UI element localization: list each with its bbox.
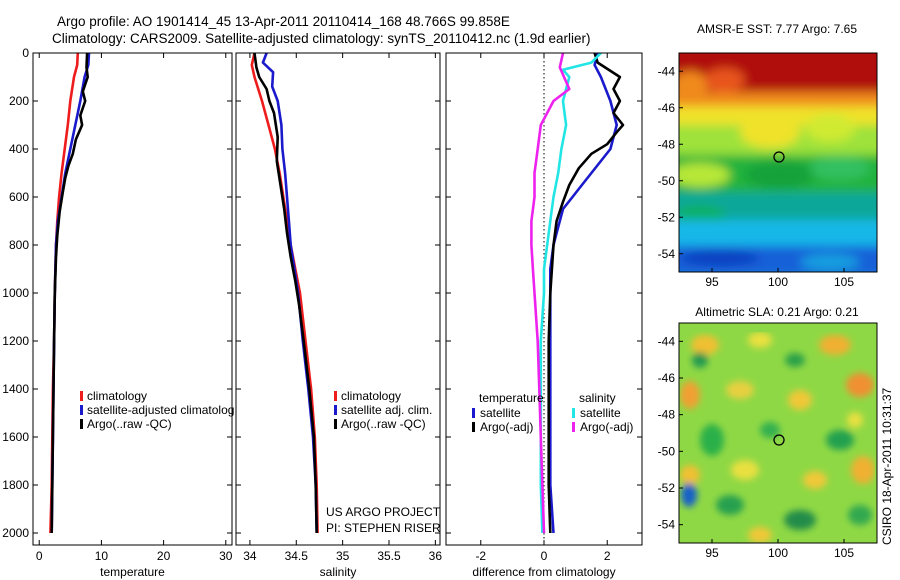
x-tick-label: 35.5 <box>377 549 401 563</box>
map-x-tick-label: 105 <box>834 275 854 289</box>
series-line-satellite-adj-clim- <box>261 52 318 534</box>
legend-swatch <box>334 405 337 415</box>
timestamp: CSIRO 18-Apr-2011 10:31:37 <box>880 387 894 545</box>
x-tick-label: 0 <box>541 549 548 563</box>
temperature-profile-panel: 0 10 20 30 0 200 400 600 800 1000 1200 1400 1600 1800… <box>2 46 234 579</box>
legend-label: climatology <box>87 389 147 403</box>
legend-swatch <box>572 422 575 432</box>
y-tick-label: 2000 <box>2 526 29 540</box>
map-x-tick-label: 105 <box>834 546 854 560</box>
legend-swatch <box>80 419 83 429</box>
y-tick-label: 600 <box>9 190 29 204</box>
legend-label: climatology <box>341 389 401 403</box>
sst-map <box>679 53 877 272</box>
x-tick-label: 34.5 <box>285 549 309 563</box>
x-tick-label: 20 <box>157 549 171 563</box>
legend-swatch <box>80 405 83 415</box>
series-line-salinity-satellite <box>539 52 602 534</box>
map-x-tick-label: 95 <box>705 546 719 560</box>
sla-map-title: Altimetric SLA: 0.21 Argo: 0.21 <box>695 305 859 319</box>
sst-map-title: AMSR-E SST: 7.77 Argo: 7.65 <box>697 22 857 36</box>
legend-swatch <box>334 419 337 429</box>
legend-label: Argo(-adj) <box>480 420 533 434</box>
map-y-tick-label: -46 <box>658 371 676 385</box>
y-tick-label: 1800 <box>2 478 29 492</box>
legend-swatch <box>572 408 575 418</box>
argo-location-marker <box>773 151 785 163</box>
map-y-tick-label: -48 <box>658 137 676 151</box>
x-tick-label: 34 <box>243 549 257 563</box>
map-y-tick-label: -52 <box>658 481 676 495</box>
map-y-tick-label: -50 <box>658 444 676 458</box>
plot-frame <box>32 52 233 546</box>
series-line-satellite-adjusted-climatolog <box>50 52 91 534</box>
series-line-temperature-satellite <box>548 52 619 534</box>
map-y-tick-label: -54 <box>658 518 676 532</box>
x-axis-label: difference from climatology <box>472 565 615 579</box>
legend-label: satellite <box>580 406 621 420</box>
legend-swatch <box>472 422 475 432</box>
x-tick-label: 2 <box>604 549 611 563</box>
project-credit: US ARGO PROJECT <box>326 505 441 519</box>
salinity-profile-panel: 34 34.5 35 35.5 36 salinity climatologysatelli… <box>235 52 443 579</box>
legend-swatch <box>472 408 475 418</box>
y-tick-label: 400 <box>9 142 29 156</box>
x-tick-label: 0 <box>36 549 43 563</box>
sla-map <box>679 323 877 543</box>
map-y-tick-label: -48 <box>658 408 676 422</box>
pi-credit: PI: STEPHEN RISER <box>326 521 441 535</box>
map-x-tick-label: 100 <box>768 546 788 560</box>
sst-map-axes: 95 100 105 -44 -46 -48 -50 -52 -54 <box>658 52 878 289</box>
series-line-climatology <box>250 52 319 534</box>
y-tick-label: 1600 <box>2 430 29 444</box>
argo-location-marker-sla <box>773 434 785 446</box>
map-y-tick-label: -50 <box>658 174 676 188</box>
x-tick-label: 35 <box>336 549 350 563</box>
y-tick-label: 1200 <box>2 334 29 348</box>
map-y-tick-label: -52 <box>658 210 676 224</box>
sla-map-axes: 95 100 105 -44 -46 -48 -50 -52 -54 <box>658 322 878 560</box>
legend-label: Argo(..raw -QC) <box>87 417 172 431</box>
map-y-tick-label: -46 <box>658 101 676 115</box>
y-tick-label: 1000 <box>2 286 29 300</box>
figure-title-line1: Argo profile: AO 1901414_45 13-Apr-2011 … <box>57 14 510 29</box>
map-y-tick-label: -44 <box>658 334 676 348</box>
x-axis-label: temperature <box>100 565 165 579</box>
map-x-tick-label: 95 <box>705 275 719 289</box>
x-tick-label: 36 <box>429 549 443 563</box>
y-tick-label: 0 <box>22 46 29 60</box>
series-line-argo-raw-qc- <box>253 52 318 534</box>
series-line-salinity-argo-adj- <box>530 52 571 534</box>
legend-swatch <box>334 391 337 401</box>
legend-label: satellite-adjusted climatolog <box>87 403 234 417</box>
legend-label: Argo(-adj) <box>580 420 633 434</box>
legend-label: satellite <box>480 406 521 420</box>
series-line-argo-raw-qc- <box>50 52 89 534</box>
map-y-tick-label: -54 <box>658 247 676 261</box>
difference-profile-panel: -2 0 2 difference from climatology temperatu… <box>445 52 643 579</box>
legend-label: satellite adj. clim. <box>341 403 432 417</box>
legend-swatch <box>80 391 83 401</box>
x-tick-label: -2 <box>475 549 486 563</box>
x-tick-label: 30 <box>219 549 233 563</box>
legend-group-title: salinity <box>579 391 616 405</box>
map-y-tick-label: -44 <box>658 64 676 78</box>
y-tick-label: 800 <box>9 238 29 252</box>
map-x-tick-label: 100 <box>768 275 788 289</box>
legend-label: Argo(..raw -QC) <box>341 417 426 431</box>
series-line-temperature-argo-adj- <box>547 52 625 534</box>
x-axis-label: salinity <box>320 565 357 579</box>
legend-group-title: temperature <box>479 391 544 405</box>
y-tick-label: 200 <box>9 94 29 108</box>
figure-title-line2: Climatology: CARS2009. Satellite-adjuste… <box>52 31 591 46</box>
plot-frame <box>235 52 441 546</box>
x-tick-label: 10 <box>95 549 109 563</box>
y-tick-label: 1400 <box>2 382 29 396</box>
